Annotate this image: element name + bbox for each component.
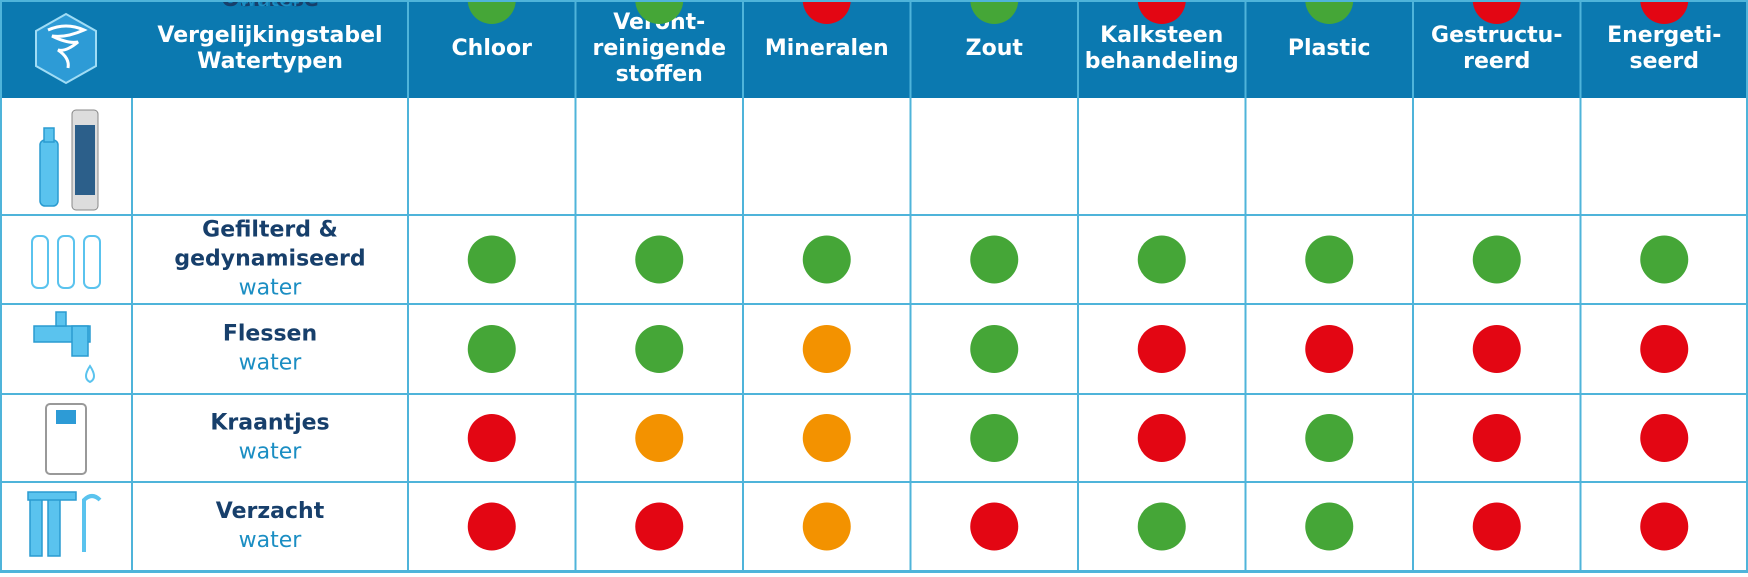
status-dot (1640, 235, 1689, 284)
row-subtitle: water (239, 440, 303, 465)
status-dot (635, 414, 684, 462)
status-dot (1137, 414, 1186, 462)
status-dot (635, 325, 684, 373)
status-dot (802, 502, 851, 551)
status-dot (1472, 414, 1521, 462)
row-name: Flessen (223, 322, 317, 347)
status-dot (970, 0, 1019, 24)
status-dot (802, 235, 851, 284)
status-dot (635, 235, 684, 284)
status-dot (467, 235, 516, 284)
status-dot (1305, 0, 1354, 24)
column-header: stoffen (616, 62, 703, 87)
column-header: Plastic (1288, 36, 1371, 61)
status-dot (802, 414, 851, 462)
row-subtitle: water (239, 0, 303, 12)
status-dot (1472, 325, 1521, 373)
row-subtitle: water (239, 276, 303, 301)
status-dot (1640, 502, 1689, 551)
column-header: Energeti- (1607, 23, 1721, 48)
column-header: Gestructu- (1431, 23, 1562, 48)
row-icons (27, 109, 102, 557)
status-dot (635, 502, 684, 551)
status-dot (1472, 235, 1521, 284)
row-name: gedynamiseerd (174, 247, 365, 272)
status-dot (1305, 325, 1354, 373)
status-dot (467, 0, 516, 24)
row-name: Osmose (221, 0, 319, 12)
status-dot (1472, 502, 1521, 551)
status-dot (1640, 414, 1689, 462)
row-name: Verzacht (216, 499, 325, 524)
status-dot (1640, 0, 1689, 24)
status-dot (467, 325, 516, 373)
column-header: seerd (1629, 49, 1699, 74)
status-dot (467, 414, 516, 462)
row-subtitle: water (239, 528, 303, 553)
status-dot (970, 325, 1019, 373)
column-header: Kalksteen (1100, 23, 1223, 48)
status-dot (970, 235, 1019, 284)
status-dot (1472, 0, 1521, 24)
column-header: Mineralen (765, 36, 889, 61)
column-header: behandeling (1085, 49, 1239, 74)
header-title: Watertypen (197, 49, 343, 74)
logo (35, 12, 97, 85)
status-dot (1305, 235, 1354, 284)
header-title: Vergelijkingstabel (157, 23, 382, 48)
header-bar (0, 0, 1748, 98)
status-dot (1137, 235, 1186, 284)
status-dot (635, 0, 684, 24)
column-header: reinigende (592, 36, 726, 61)
status-dot (802, 325, 851, 373)
status-dot (1137, 0, 1186, 24)
status-dot (802, 0, 851, 24)
status-dot (970, 414, 1019, 462)
status-dot (1137, 502, 1186, 551)
column-header: Chloor (452, 36, 533, 61)
status-dot (1640, 325, 1689, 373)
status-dot (1137, 325, 1186, 373)
row-name: Kraantjes (210, 411, 329, 436)
status-dot (1305, 414, 1354, 462)
row-subtitle: water (239, 351, 303, 376)
status-dot (467, 502, 516, 551)
status-dot (1305, 502, 1354, 551)
column-header: Zout (966, 36, 1024, 61)
row-name: Gefilterd & (202, 218, 338, 243)
column-header: reerd (1463, 49, 1530, 74)
status-dot (970, 502, 1019, 551)
